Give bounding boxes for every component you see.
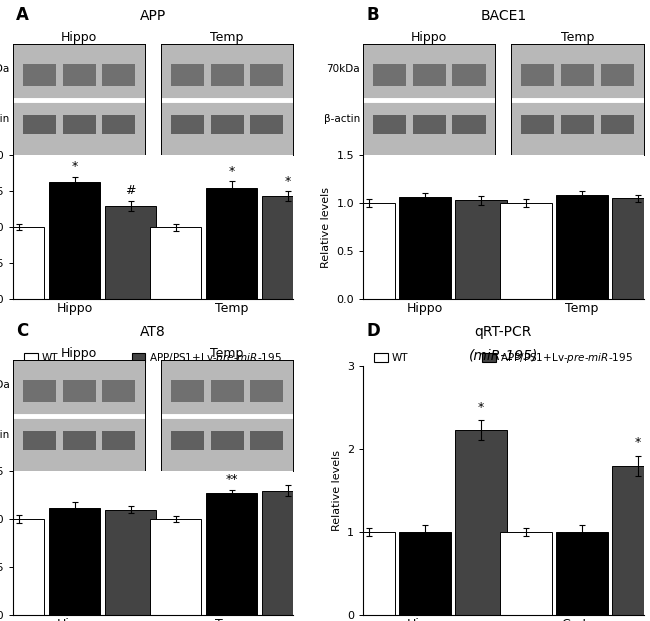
Text: D: D [367,322,380,340]
Text: *: * [635,437,641,450]
Text: β-actin: β-actin [324,114,360,124]
Bar [413,64,446,86]
Bar [206,494,257,615]
Bar [521,64,554,86]
Bar [102,431,135,450]
Bar [612,199,650,299]
Bar [171,431,204,450]
Bar [105,510,157,615]
Bar [500,203,552,299]
Bar [171,115,204,134]
Bar [49,182,101,299]
Text: *: * [285,175,291,188]
Bar [23,64,56,86]
Bar [211,431,244,450]
Bar [211,380,244,402]
Text: 110kDa: 110kDa [0,64,10,74]
Bar [500,532,552,615]
Bar [105,206,157,299]
Text: (miR-195): (miR-195) [469,349,538,363]
Bar [561,115,594,134]
Bar [373,64,406,86]
Bar [171,64,204,86]
Bar [452,115,486,134]
Text: B: B [367,6,379,24]
Bar [102,380,135,402]
Text: β-actin: β-actin [0,430,10,440]
Title: Hippo: Hippo [411,31,447,44]
Text: A: A [16,6,29,24]
Bar [561,64,594,86]
Bar [62,64,96,86]
Bar [62,431,96,450]
Title: Temp: Temp [211,347,244,360]
Text: **: ** [226,473,238,486]
Bar [262,196,313,299]
Legend: WT, APP/PS1+Lv-NC, APP/PS1+Lv-$\it{pre}$-$\it{miR}$-$\it{195}$: WT, APP/PS1+Lv-NC, APP/PS1+Lv-$\it{pre}$… [20,347,287,383]
Bar [23,431,56,450]
Text: APP: APP [140,9,166,24]
Bar [452,64,486,86]
Text: 54kDa: 54kDa [0,379,10,390]
Bar [556,532,608,615]
Bar [62,115,96,134]
Bar [413,115,446,134]
Bar [211,115,244,134]
Bar [262,491,313,615]
Bar [62,380,96,402]
Text: β-actin: β-actin [0,114,10,124]
Bar [455,430,507,615]
Bar [399,532,450,615]
Bar [102,115,135,134]
Bar [601,115,634,134]
Bar [49,508,101,615]
Bar [150,227,202,299]
Bar [455,201,507,299]
Text: AT8: AT8 [140,325,166,339]
Y-axis label: Relative levels: Relative levels [321,187,331,268]
Bar [23,380,56,402]
Bar [373,115,406,134]
Bar [171,380,204,402]
Text: *: * [72,160,78,173]
Text: BACE1: BACE1 [480,9,526,24]
Bar [556,194,608,299]
Text: C: C [16,322,29,340]
Bar [343,532,395,615]
Bar [250,431,283,450]
Legend: WT, APP/PS1+Lv-NC, APP/PS1+Lv-$\it{pre}$-$\it{miR}$-$\it{195}$: WT, APP/PS1+Lv-NC, APP/PS1+Lv-$\it{pre}$… [370,347,637,383]
Text: *: * [228,165,235,178]
Title: Hippo: Hippo [61,31,98,44]
Bar [102,64,135,86]
Bar [250,115,283,134]
Title: Temp: Temp [211,31,244,44]
Y-axis label: Relative levels: Relative levels [332,450,341,531]
Bar [150,519,202,615]
Bar [0,519,44,615]
Bar [23,115,56,134]
Bar [0,227,44,299]
Text: 70kDa: 70kDa [326,64,360,74]
Bar [250,64,283,86]
Bar [206,188,257,299]
Bar [601,64,634,86]
Title: Hippo: Hippo [61,347,98,360]
Bar [612,466,650,615]
Text: qRT-PCR: qRT-PCR [474,325,532,339]
Text: *: * [478,401,484,414]
Text: #: # [125,184,136,197]
Title: Temp: Temp [561,31,594,44]
Bar [399,196,450,299]
Bar [343,203,395,299]
Bar [250,380,283,402]
Bar [211,64,244,86]
Bar [521,115,554,134]
